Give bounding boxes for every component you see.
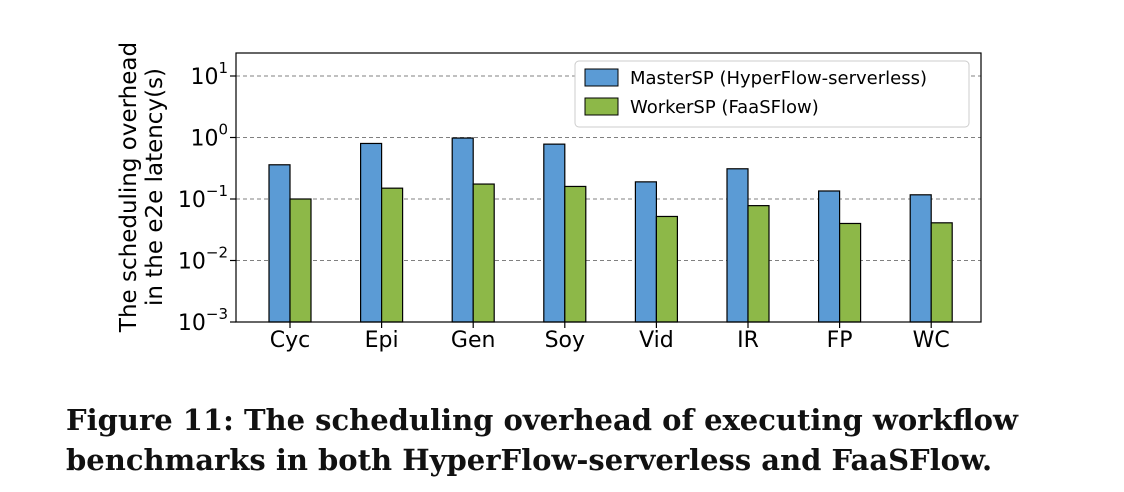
chart: The scheduling overhead in the e2e laten… — [116, 42, 982, 353]
y-tick-label: 10−1 — [178, 182, 228, 213]
y-tick-label: 100 — [190, 121, 228, 152]
x-tick-label: Gen — [451, 328, 496, 353]
y-tick-label: 10−3 — [178, 305, 228, 336]
x-ticks: Cyc Epi Gen Soy Vid IR FP WC — [270, 322, 950, 353]
x-tick-label: WC — [913, 328, 950, 353]
legend: MasterSP (HyperFlow-serverless) WorkerSP… — [574, 60, 970, 128]
bars — [268, 137, 953, 323]
legend-label-mastersp: MasterSP (HyperFlow-serverless) — [630, 68, 927, 89]
bar-workersp-epi — [381, 187, 404, 323]
bar-mastersp-soy — [543, 143, 566, 323]
bar-mastersp-epi — [360, 142, 383, 323]
bar-workersp-gen — [472, 183, 495, 323]
y-axis-label-line1: The scheduling overhead — [116, 42, 142, 333]
x-tick-label: Epi — [365, 328, 399, 353]
y-tick-label: 101 — [190, 59, 228, 90]
bar-workersp-wc — [930, 222, 953, 323]
x-tick-label: Cyc — [270, 328, 310, 353]
legend-label-workersp: WorkerSP (FaaSFlow) — [630, 97, 819, 118]
x-tick-label: FP — [827, 328, 853, 353]
bar-mastersp-fp — [817, 190, 841, 323]
bar-mastersp-vid — [634, 181, 658, 323]
bar-mastersp-cyc — [268, 164, 291, 323]
plot-frame — [235, 52, 982, 323]
x-tick-label: Soy — [545, 328, 585, 353]
bar-workersp-cyc — [289, 198, 312, 323]
bar-workersp-vid — [655, 215, 679, 323]
y-ticks: 101 100 10−1 10−2 10−3 — [178, 59, 236, 336]
bar-mastersp-wc — [909, 194, 932, 323]
bar-workersp-ir — [747, 205, 770, 323]
bar-workersp-fp — [838, 222, 862, 323]
x-tick-label: IR — [737, 328, 759, 353]
bar-workersp-soy — [564, 185, 587, 323]
figure-caption: Figure 11: The scheduling overhead of ex… — [66, 403, 1018, 477]
bar-mastersp-ir — [726, 168, 749, 323]
y-axis-label-line2: in the e2e latency(s) — [142, 68, 168, 306]
y-tick-label: 10−2 — [178, 244, 228, 275]
legend-box — [574, 60, 970, 128]
x-tick-label: Vid — [639, 328, 674, 353]
legend-swatch-workersp — [584, 97, 619, 116]
legend-swatch-mastersp — [584, 68, 619, 87]
bar-mastersp-gen — [451, 137, 474, 323]
